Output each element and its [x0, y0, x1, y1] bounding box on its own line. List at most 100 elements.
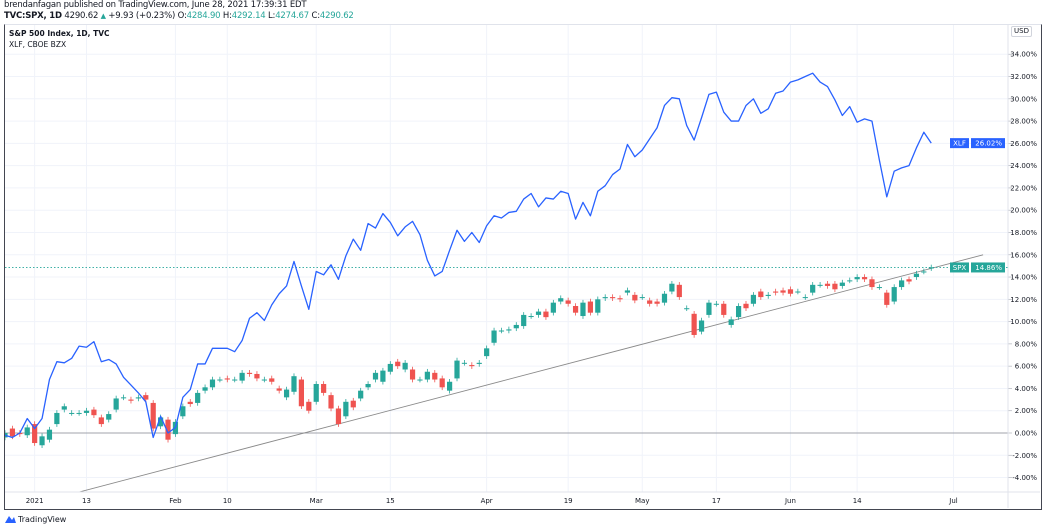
spx-candle	[632, 292, 638, 304]
spx-candle	[758, 288, 764, 300]
candle-body	[861, 277, 868, 280]
candle-body	[32, 424, 38, 444]
candle-body	[447, 381, 453, 391]
spx-candle	[913, 270, 920, 280]
candle-body	[617, 298, 623, 300]
x-tick-label: 19	[564, 497, 573, 505]
spx-candle	[335, 405, 342, 427]
candle-body	[706, 302, 712, 315]
candle-body	[854, 277, 860, 280]
y-tick-label: 16.00%	[1010, 251, 1037, 259]
spx-candle	[795, 288, 801, 295]
spx-candle	[884, 289, 890, 308]
spx-candle	[180, 403, 186, 420]
spx-candle	[491, 327, 497, 346]
spx-candle	[602, 294, 608, 301]
x-tick-label: 10	[223, 497, 232, 505]
change: +9.93 (+0.23%)	[108, 11, 176, 21]
xlf-name-tag-label: XLF	[953, 140, 966, 148]
y-tick-label: -2.00%	[1012, 452, 1037, 460]
tradingview-logo: TradingView	[4, 514, 66, 524]
candle-body	[439, 378, 445, 388]
spx-candle	[691, 311, 697, 338]
spx-candle	[587, 298, 593, 316]
last-price: 4290.62	[64, 11, 99, 21]
spx-candle	[839, 279, 845, 289]
candle-body	[839, 282, 845, 286]
spx-candle	[69, 410, 75, 416]
candle-body	[847, 280, 853, 282]
xlf-value-tag-label: 26.02%	[975, 140, 1002, 148]
candle-body	[135, 397, 141, 399]
candle-body	[521, 314, 527, 327]
legend-compare-series[interactable]: XLF, CBOE BZX	[9, 40, 67, 49]
spx-candle	[721, 300, 727, 318]
y-tick-label: 14.00%	[1010, 274, 1037, 282]
candle-body	[202, 387, 208, 391]
spx-candle	[424, 368, 430, 383]
candle-body	[343, 401, 349, 417]
candle-body	[76, 412, 82, 414]
spx-candle	[395, 358, 401, 369]
candle-body	[380, 370, 386, 382]
spx-candle	[780, 287, 786, 296]
spx-candle	[765, 292, 771, 299]
candle-body	[832, 283, 838, 290]
spx-candle	[899, 277, 905, 290]
candle-body	[735, 306, 742, 318]
spx-candle	[610, 294, 616, 301]
candle-body	[713, 303, 719, 305]
spx-candle	[165, 416, 171, 443]
candle-body	[180, 406, 186, 417]
candle-body	[543, 311, 549, 318]
spx-candle	[550, 299, 556, 316]
candle-body	[610, 297, 616, 299]
candle-body	[469, 365, 475, 367]
spx-candle	[387, 361, 393, 375]
spx-candle	[454, 357, 460, 382]
spx-candle	[32, 421, 38, 446]
candle-body	[661, 293, 668, 303]
candle-body	[550, 302, 556, 313]
spx-candle	[291, 373, 297, 395]
candle-body	[39, 436, 45, 446]
candle-body	[254, 373, 260, 379]
candle-body	[239, 372, 245, 381]
low-label: L:	[268, 11, 276, 21]
spx-candle	[313, 381, 319, 405]
candle-body	[780, 290, 786, 293]
spx-candle	[750, 292, 757, 307]
currency-label[interactable]: USD	[1011, 26, 1032, 37]
spx-candle	[76, 410, 82, 416]
candle-body	[758, 291, 764, 298]
candle-body	[9, 428, 16, 437]
spx-candle	[484, 345, 490, 359]
plot-area	[5, 25, 1008, 492]
candle-body	[572, 306, 579, 313]
candle-body	[899, 280, 905, 288]
spx-candle	[61, 403, 67, 413]
spx-candle	[321, 381, 327, 396]
candle-body	[928, 267, 934, 269]
spx-candle	[521, 312, 527, 329]
spx-candle	[669, 280, 675, 295]
spx-candle	[150, 400, 156, 432]
candle-body	[624, 290, 631, 293]
candle-body	[891, 287, 897, 302]
spx-candle	[802, 294, 808, 300]
spx-candle	[402, 360, 408, 373]
candle-body	[246, 372, 253, 374]
candle-body	[461, 362, 468, 364]
spx-candle	[202, 384, 208, 394]
candle-body	[787, 289, 794, 294]
y-tick-label: 8.00%	[1015, 340, 1038, 348]
candle-body	[595, 299, 601, 313]
spx-candle	[832, 280, 838, 293]
spx-candle	[743, 300, 749, 312]
spx-candle	[876, 284, 882, 290]
candle-body	[513, 324, 519, 329]
legend-main-series[interactable]: S&P 500 Index, 1D, TVC	[9, 29, 110, 38]
candle-body	[91, 409, 97, 416]
high-value: 4292.14	[231, 11, 266, 21]
